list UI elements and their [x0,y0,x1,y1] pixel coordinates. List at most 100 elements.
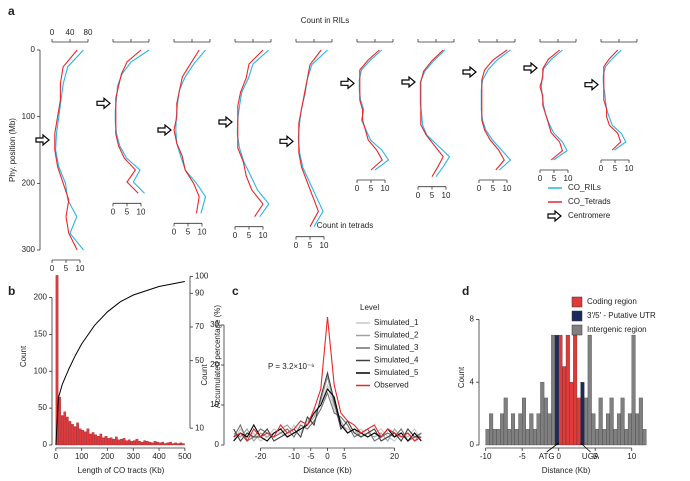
bar [529,413,534,446]
bar [66,416,69,446]
centromere-arrow [462,65,477,79]
bottom-tick-label: 10 [198,227,207,236]
rils-line [358,49,390,171]
bar [148,441,152,446]
bottom-tick-label: 10 [625,164,634,173]
x-tick-label: -5 [519,452,527,461]
x-tick-label: -10 [480,452,492,461]
x-tick-label: 10 [627,452,636,461]
bar [174,442,177,446]
bar [606,413,610,446]
y2-tick-label: 70 [195,322,204,331]
bar [99,433,103,446]
y2-tick-label: 90 [195,288,204,297]
x-tick-label: 100 [75,452,89,461]
bar [158,442,162,446]
bar [125,440,128,446]
y-tick-label: 10 [210,400,219,409]
rils-line [540,49,568,161]
y2-tick-label: 100 [195,272,209,281]
x-axis-label: Distance (Kb) [303,466,352,475]
bar [489,413,494,446]
x-tick-label: 400 [152,452,166,461]
y-tick-label: 200 [34,293,48,302]
x-tick-label: 200 [101,452,115,461]
x-tick-label: 300 [127,452,141,461]
bar [554,334,559,446]
bar [642,429,647,446]
y2-tick-label: 50 [195,356,204,365]
bar [576,397,581,446]
bar [522,397,526,446]
bar [631,334,636,446]
top-axis-label: Count in RILs [301,16,349,25]
bottom-axis-label: Count in tetrads [317,221,373,230]
legend-arrow [547,209,562,223]
bar [143,440,146,446]
y-tick-label: 0 [470,440,475,449]
panel-label: b [8,284,15,298]
series-line [233,374,422,442]
bar [169,441,172,446]
bar [547,413,552,446]
bar [558,334,563,446]
legend-swatch [571,310,583,322]
bar [122,438,126,446]
bar [591,413,596,446]
rils-line [114,49,150,194]
bar [135,438,139,446]
bar [182,443,185,446]
bottom-tick-label: 10 [564,174,573,183]
bar [551,334,556,446]
bar [525,429,530,446]
rils-line [602,49,627,151]
centromere-arrow [340,77,355,90]
x-axis-label: Distance (Kb) [542,466,591,475]
bottom-tick-label: 10 [442,191,451,200]
bar [627,413,632,446]
bottom-tick-label: 5 [430,191,435,200]
y-tick-label: 150 [34,329,48,338]
bar [112,438,116,446]
annotation: ATG [539,452,555,461]
bar [161,441,165,446]
x-tick-label: 500 [178,452,192,461]
series-line [233,316,422,442]
legend-label: 3′/5′ - Putative UTR [587,311,656,320]
y-tick-label: 0 [215,440,220,449]
bar [156,441,159,446]
bottom-tick-label: 0 [477,184,482,193]
legend-label: Observed [374,381,409,390]
series-line [233,383,422,442]
bar [166,442,170,446]
bottom-tick-label: 10 [503,184,512,193]
bar [151,442,154,446]
y-tick-label: 100 [22,112,36,121]
annotation: UGA [582,452,600,461]
legend-label: CO_RILs [568,183,601,192]
bar [96,435,100,446]
y-tick-label: 8 [470,315,475,324]
bar [562,366,567,446]
tetrads-line [359,49,383,171]
bar [133,440,136,446]
bottom-tick-label: 0 [172,227,177,236]
bar [616,413,621,446]
bar [94,434,97,446]
series-line [233,370,422,442]
x-tick-label: 0 [556,452,561,461]
bottom-tick-label: 0 [538,174,543,183]
centromere-arrow [584,78,599,91]
legend-label: CO_Tetrads [568,197,611,206]
bottom-tick-label: 5 [64,264,69,273]
bottom-tick-label: 0 [111,207,116,216]
bar [638,397,643,446]
cumulative-line [55,281,185,446]
y-tick-label: 0 [31,45,36,54]
bar [609,397,614,446]
bottom-tick-label: 5 [308,241,313,250]
bar [595,429,600,446]
annotation-pointer [546,442,559,453]
bar [496,429,501,446]
